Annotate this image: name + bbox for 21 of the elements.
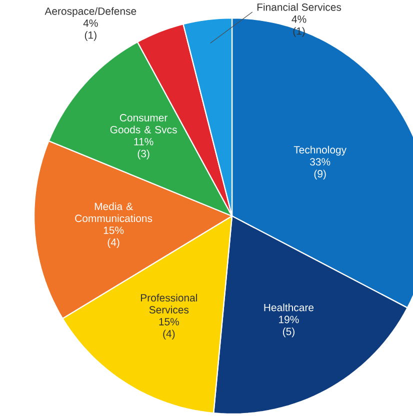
text: (4) — [108, 238, 120, 248]
slice-label: Media & Communications — [75, 202, 152, 222]
slice-label: Consumer Goods & Svcs — [110, 114, 177, 134]
data-label: 33% — [310, 158, 330, 166]
data-label: 15% — [104, 226, 124, 234]
text: (9) — [314, 170, 326, 180]
text: (1) — [84, 31, 96, 41]
slice-label: Technology — [294, 146, 347, 156]
text: (3) — [138, 150, 150, 160]
slice-label: Healthcare — [264, 304, 314, 312]
data-label: 15% — [159, 318, 179, 326]
slice-label: Aerospace/Defense — [44, 7, 136, 17]
data-label: 4% — [292, 15, 306, 23]
data-label: 19% — [279, 316, 299, 324]
text: (1) — [293, 27, 305, 37]
slice-label: Professional Services — [140, 294, 197, 314]
data-label: 11% — [134, 138, 154, 146]
text: (4) — [163, 330, 175, 340]
text: (5) — [282, 327, 294, 338]
data-label: 4% — [83, 19, 98, 27]
slice-label: Financial Services — [257, 3, 342, 11]
